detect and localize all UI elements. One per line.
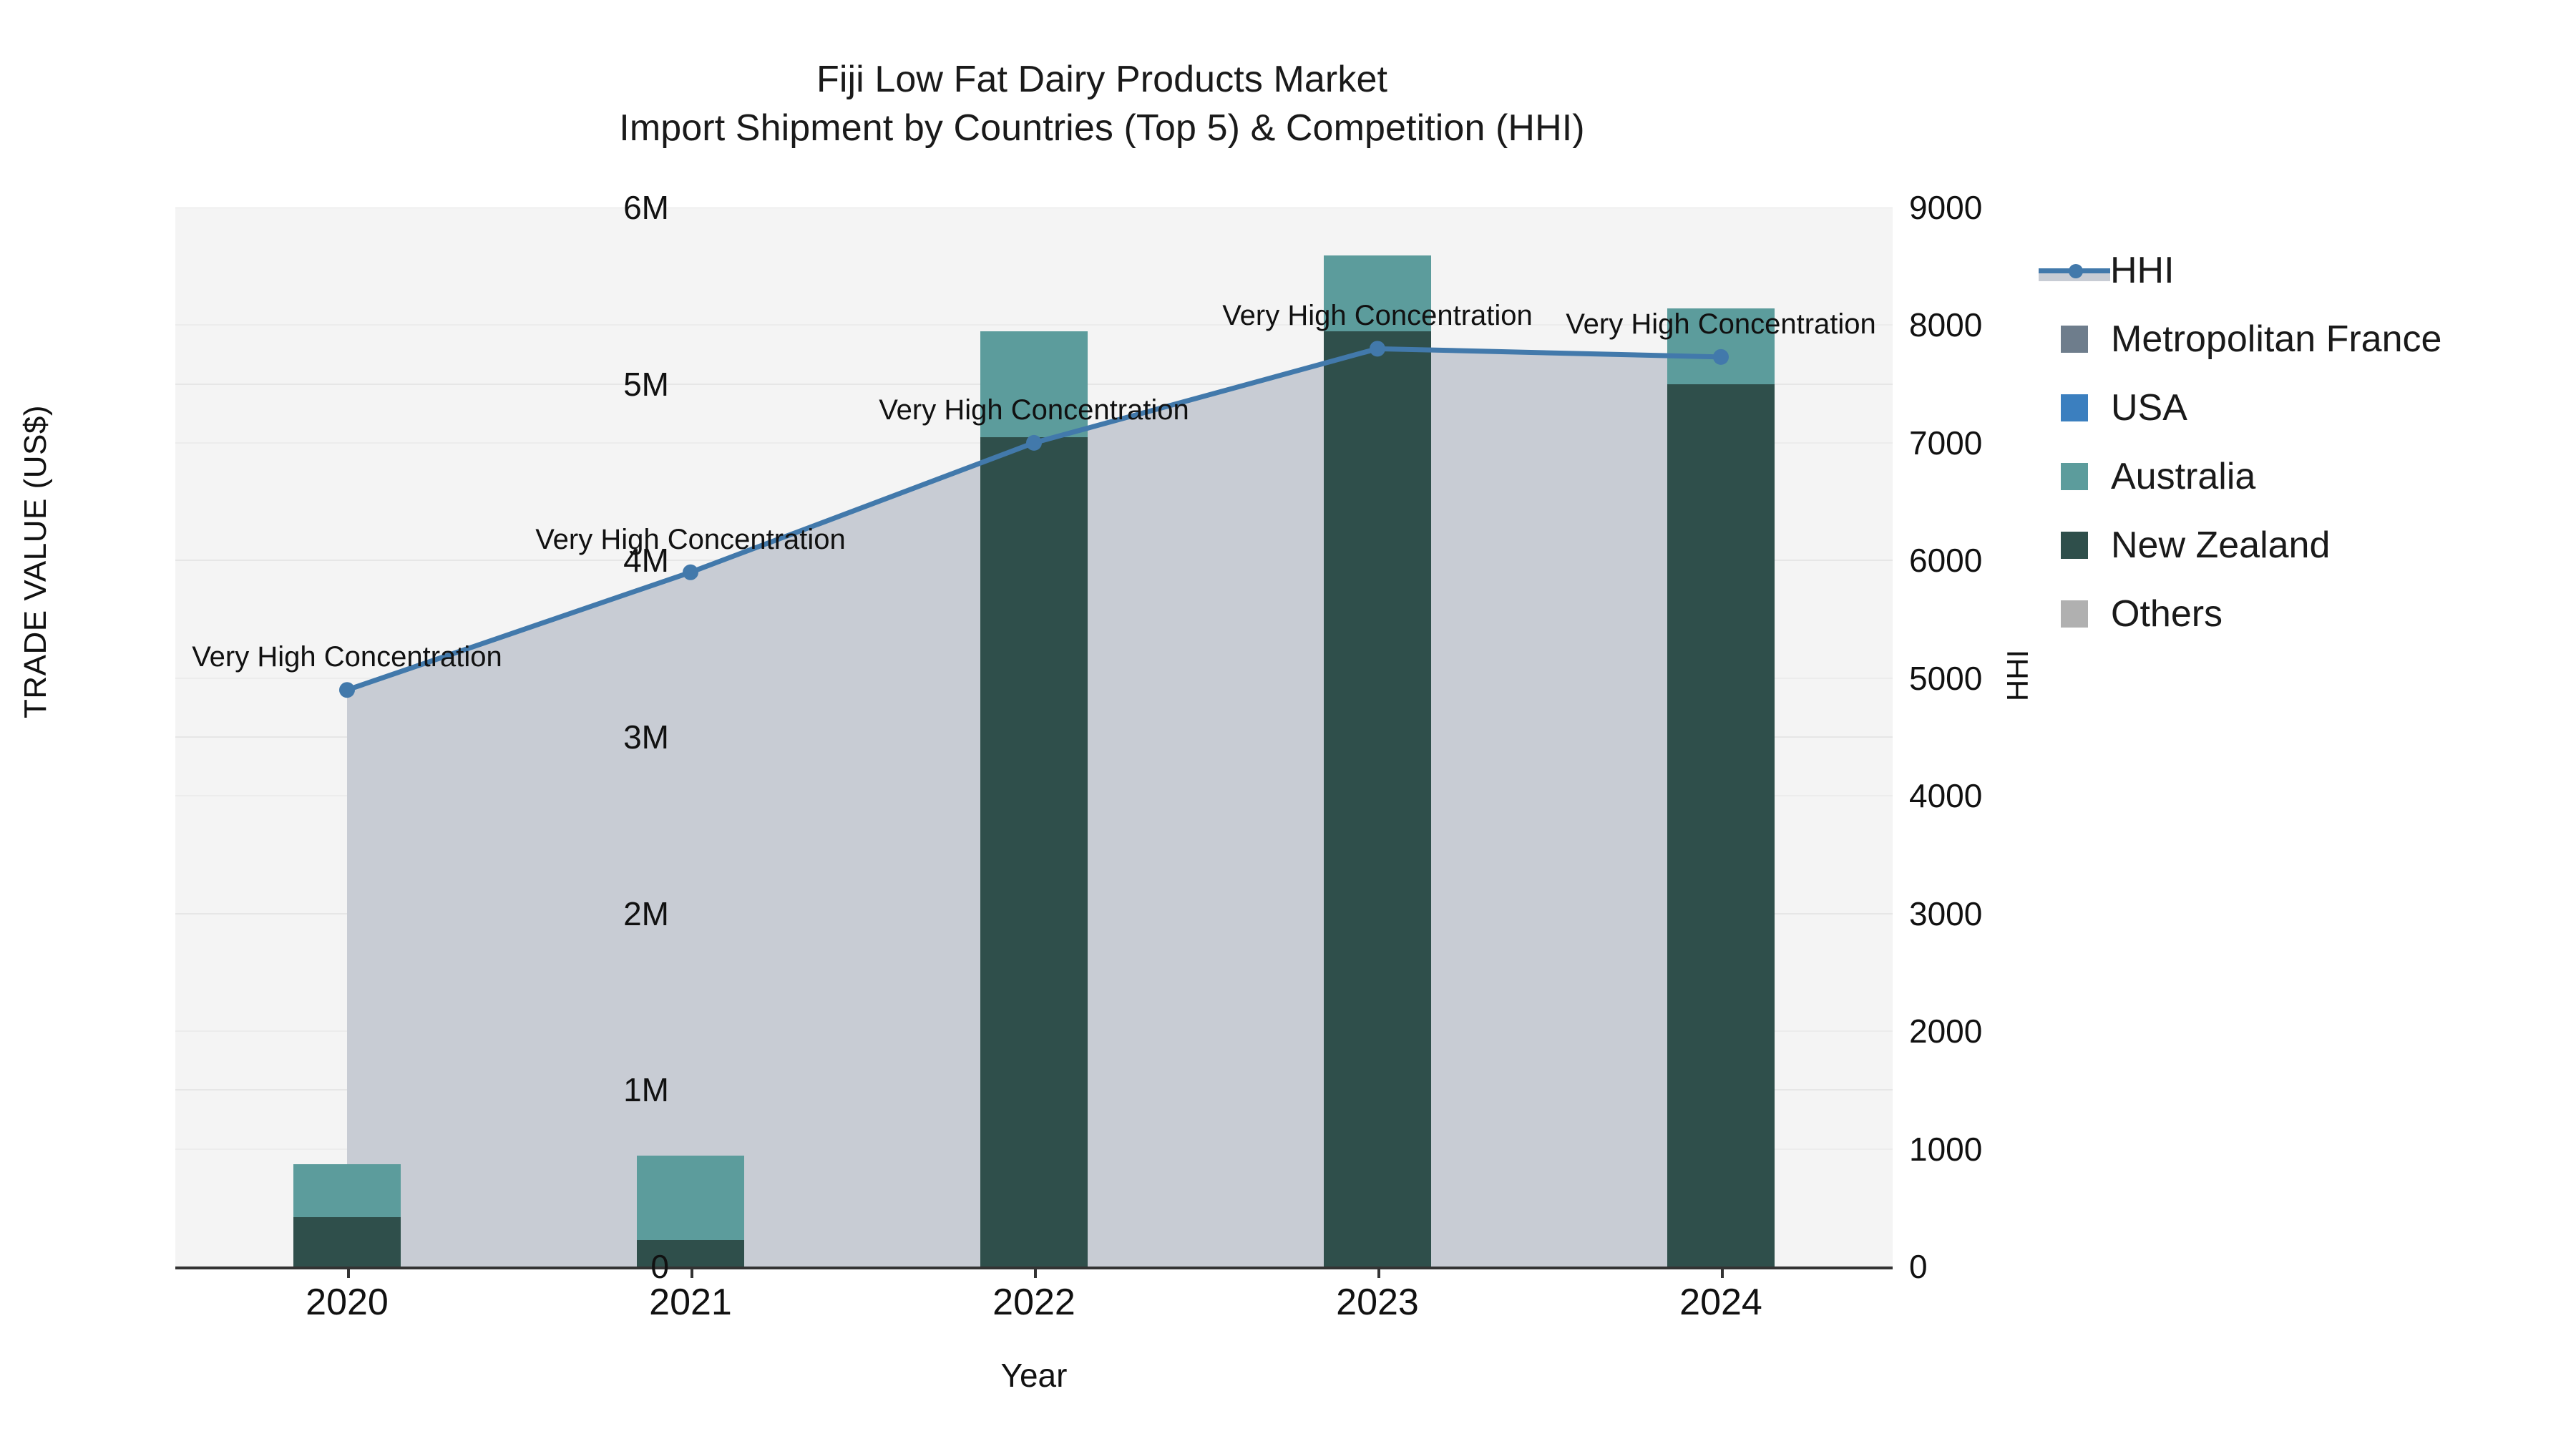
legend-label: New Zealand [2111, 525, 2331, 566]
legend-item[interactable]: New Zealand [2061, 511, 2441, 580]
legend-swatch-icon [2061, 463, 2088, 490]
y-axis-left-label: TRADE VALUE (US$) [18, 405, 53, 718]
gridline [175, 324, 1893, 326]
bar-group[interactable] [293, 208, 401, 1267]
legend-swatch-icon [2061, 600, 2088, 628]
legend-line-marker-icon [2039, 257, 2110, 284]
y-axis-left-tick: 0 [650, 1248, 669, 1285]
legend-item[interactable]: Others [2061, 580, 2441, 648]
x-axis-tick: 2022 [992, 1282, 1075, 1323]
y-axis-left-tick: 3M [623, 718, 669, 756]
legend-label: Others [2111, 593, 2223, 635]
y-axis-right-tick: 6000 [1909, 542, 1983, 580]
bar-segment[interactable] [637, 1155, 744, 1240]
legend-swatch-icon [2061, 326, 2088, 353]
x-axis-tick-mark [347, 1267, 350, 1278]
y-axis-right-tick: 9000 [1909, 189, 1983, 226]
legend-item[interactable]: HHI [2039, 236, 2441, 305]
y-axis-left-tick: 1M [623, 1071, 669, 1109]
legend-item[interactable]: Metropolitan France [2061, 305, 2441, 374]
y-axis-right-tick: 1000 [1909, 1130, 1983, 1168]
y-axis-right-tick: 7000 [1909, 424, 1983, 462]
bar-group[interactable] [1324, 208, 1431, 1267]
legend-item[interactable]: Australia [2061, 442, 2441, 511]
x-axis-tick: 2021 [649, 1282, 732, 1323]
x-axis-tick-mark [1721, 1267, 1724, 1278]
bar-segment[interactable] [293, 1216, 401, 1267]
x-axis-tick: 2020 [306, 1282, 389, 1323]
x-axis-label: Year [1000, 1357, 1068, 1394]
hhi-data-point[interactable] [683, 564, 698, 580]
x-axis-tick: 2023 [1336, 1282, 1419, 1323]
y-axis-left-tick: 6M [623, 189, 669, 226]
bar-group[interactable] [1667, 208, 1775, 1267]
y-axis-right-tick: 4000 [1909, 777, 1983, 815]
hhi-annotation: Very High Concentration [192, 641, 502, 673]
bar-segment[interactable] [980, 331, 1088, 437]
bar-segment[interactable] [637, 1240, 744, 1267]
hhi-data-point[interactable] [1370, 341, 1385, 357]
bar-group[interactable] [980, 208, 1088, 1267]
bar-segment[interactable] [1667, 384, 1775, 1267]
y-axis-right-tick: 0 [1909, 1248, 1928, 1285]
hhi-annotation: Very High Concentration [879, 394, 1189, 426]
bars-layer [175, 208, 1893, 1267]
bar-group[interactable] [637, 208, 744, 1267]
y-axis-right-tick: 2000 [1909, 1013, 1983, 1050]
y-axis-left-tick: 5M [623, 365, 669, 403]
chart-title: Fiji Low Fat Dairy Products Market Impor… [0, 56, 2576, 152]
hhi-annotation: Very High Concentration [535, 523, 846, 555]
x-axis-tick-mark [1377, 1267, 1380, 1278]
legend-item[interactable]: USA [2061, 374, 2441, 442]
legend-label: HHI [2110, 250, 2175, 291]
bar-segment[interactable] [1324, 331, 1431, 1267]
y-axis-right-tick: 5000 [1909, 659, 1983, 697]
chart-title-line-1: Fiji Low Fat Dairy Products Market [816, 59, 1388, 100]
y-axis-left-tick: 2M [623, 894, 669, 932]
y-axis-left-tick: 4M [623, 542, 669, 580]
x-axis-tick-mark [691, 1267, 693, 1278]
plot-area [175, 208, 1893, 1267]
hhi-data-point[interactable] [1026, 434, 1042, 451]
x-axis-tick: 2024 [1679, 1282, 1762, 1323]
bar-segment[interactable] [293, 1163, 401, 1217]
legend-swatch-icon [2061, 532, 2088, 559]
bar-segment[interactable] [980, 436, 1088, 1267]
legend-label: Metropolitan France [2111, 318, 2442, 360]
bar-segment[interactable] [1324, 255, 1431, 331]
bar-segment[interactable] [1667, 308, 1775, 384]
hhi-line [339, 341, 1729, 698]
legend-label: USA [2111, 387, 2187, 429]
chart-title-line-2: Import Shipment by Countries (Top 5) & C… [619, 107, 1585, 149]
legend-swatch-icon [2061, 394, 2088, 421]
legend-label: Australia [2111, 456, 2256, 497]
hhi-data-point[interactable] [1713, 348, 1729, 365]
hhi-data-point[interactable] [339, 682, 355, 698]
y-axis-right-tick: 3000 [1909, 894, 1983, 932]
hhi-annotation: Very High Concentration [1566, 308, 1876, 340]
x-axis-tick-mark [1034, 1267, 1037, 1278]
legend: HHI Metropolitan France USA Australia New Ze… [2039, 236, 2441, 648]
y-axis-right-tick: 8000 [1909, 306, 1983, 344]
y-axis-right-label: HHI [2001, 649, 2034, 702]
hhi-annotation: Very High Concentration [1222, 300, 1533, 332]
